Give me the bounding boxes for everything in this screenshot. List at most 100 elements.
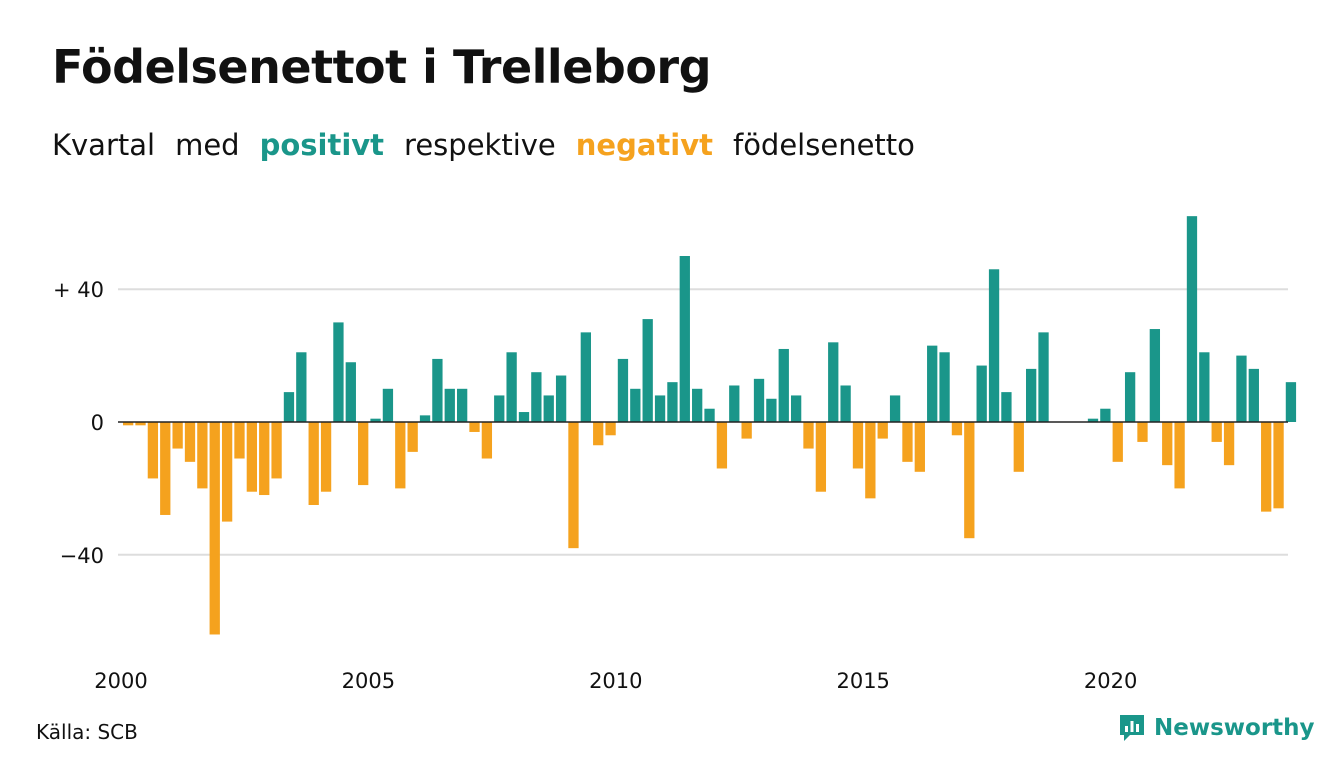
bar-negative [172,422,183,449]
bar-positive [1236,355,1247,422]
bar-negative [469,422,480,432]
x-tick-label: 2010 [589,669,642,693]
bar-negative [1162,422,1173,466]
bar-negative [123,422,134,426]
bar-positive [828,342,839,422]
bar-negative [160,422,171,515]
subtitle-negative-label: negativt [575,128,713,162]
bar-negative [1013,422,1024,472]
bar-negative [1211,422,1222,442]
bar-positive [1124,372,1136,422]
bar-positive [617,358,629,422]
bar-negative [951,422,963,436]
bar-negative [147,422,159,479]
bar-positive [1100,408,1111,422]
bar-positive [654,395,666,422]
newsworthy-logo: Newsworthy [1118,713,1315,743]
bar-positive [753,378,765,422]
subtitle-word: med [175,128,240,162]
bar-negative [395,422,406,489]
bar-positive [1199,352,1210,422]
bar-positive [939,352,950,422]
bar-positive [927,345,938,422]
bar-negative [865,422,876,499]
bar-positive [444,388,455,422]
newsworthy-logo-icon [1120,715,1144,741]
subtitle-word: Kvartal [52,128,156,162]
bar-positive [1149,329,1161,422]
bar-positive [370,418,381,422]
bar-positive [679,256,690,422]
bar-negative [803,422,814,449]
bar-negative [481,422,493,459]
bar-positive [494,395,505,422]
bar-positive [580,332,591,422]
bar-positive [543,395,554,422]
bar-positive [729,385,740,422]
x-tick-label: 2005 [342,669,395,693]
bar-negative [259,422,270,496]
x-tick-label: 2015 [836,669,889,693]
bar-negative [234,422,245,459]
bar-positive [1038,332,1049,422]
bar-negative [852,422,864,469]
bar-negative [308,422,319,505]
bar-negative [1112,422,1123,462]
bar-negative [1174,422,1185,489]
bar-positive [642,319,653,422]
bar-positive [555,375,567,422]
bar-positive [1001,392,1012,422]
bar-positive [630,388,641,422]
y-axis-labels: + 40 0 −40 [53,278,104,568]
bar-positive [988,269,1000,422]
bar-positive [518,412,530,422]
bar-negative [184,422,196,462]
bar-positive [840,385,851,422]
bars [123,216,1297,635]
x-tick-label: 2020 [1084,669,1137,693]
bar-negative [716,422,728,469]
bar-positive [531,372,542,422]
bar-positive [1186,216,1198,422]
bar-negative [605,422,616,436]
bar-positive [976,365,987,422]
bar-positive [1285,382,1297,422]
bar-negative [246,422,257,492]
bar-negative [197,422,208,489]
bar-negative [815,422,827,492]
bar-positive [419,415,431,422]
bar-negative [1223,422,1235,466]
bar-negative [358,422,369,486]
bar-negative [209,422,220,635]
bar-negative [964,422,975,539]
bar-positive [889,395,901,422]
bar-positive [1087,418,1099,422]
bar-negative [1273,422,1284,509]
chart-title: Födelsenettot i Trelleborg [52,40,712,94]
bar-negative [741,422,752,439]
bar-positive [506,352,517,422]
y-tick-label: + 40 [53,278,104,302]
subtitle-word: födelsenetto [732,128,915,162]
bar-negative [407,422,418,452]
subtitle-positive-label: positivt [259,128,385,162]
bar-negative [1261,422,1272,512]
source-note: Källa: SCB [36,720,138,744]
bar-positive [296,352,307,422]
bar-negative [135,422,146,426]
bar-negative [568,422,579,549]
y-tick-label: 0 [91,411,104,435]
bar-negative [1137,422,1148,442]
bar-positive [283,392,295,422]
newsworthy-logo-text: Newsworthy [1154,715,1315,741]
chart-subtitle: Kvartal med positivt respektive negativt föde… [52,128,935,162]
bar-positive [790,395,802,422]
bar-positive [333,322,344,422]
bar-positive [766,398,777,422]
bar-negative [902,422,913,462]
bar-positive [1026,368,1037,422]
bar-negative [221,422,233,522]
x-axis-labels: 2000 2005 2010 2015 2020 [94,669,1137,693]
bar-positive [692,388,703,422]
